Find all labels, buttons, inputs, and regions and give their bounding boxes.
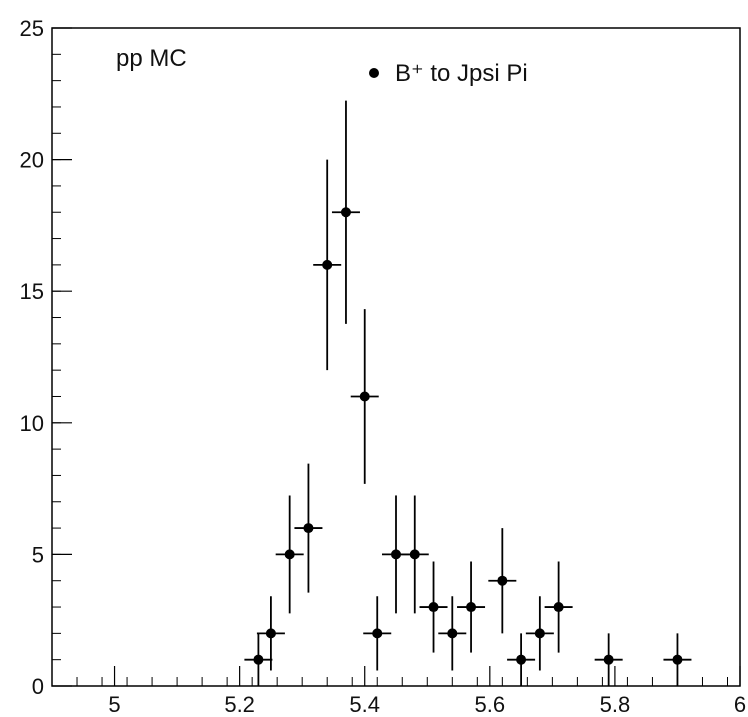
data-point <box>516 654 527 665</box>
plot-frame <box>51 27 741 687</box>
data-point <box>447 628 458 639</box>
y-tick-label: 5 <box>32 542 44 567</box>
data-point <box>391 549 401 560</box>
data-point <box>359 391 370 402</box>
y-tick-label: 10 <box>20 411 44 436</box>
y-tick-label: 15 <box>20 279 44 304</box>
data-point-group <box>438 596 467 671</box>
data-point <box>428 602 439 613</box>
data-point-group <box>544 561 573 653</box>
y-tick-label: 0 <box>32 674 44 699</box>
x-axis: 5 5.2 5.4 5.6 5.8 6 <box>108 666 746 717</box>
legend-marker-icon <box>369 68 379 78</box>
data-point <box>409 549 420 560</box>
y-axis: 0 5 10 15 20 25 <box>20 16 72 699</box>
data-point-group <box>419 561 448 653</box>
data-point-group <box>457 561 486 653</box>
x-tick-label: 5.4 <box>349 692 380 717</box>
x-tick-label: 6 <box>734 692 746 717</box>
data-point-group <box>488 528 517 634</box>
legend: B⁺ to Jpsi Pi <box>369 60 528 87</box>
x-tick-label: 5.8 <box>600 692 631 717</box>
data-point-group <box>256 596 285 671</box>
data-point <box>340 207 351 218</box>
data-point-group <box>331 100 360 324</box>
data-point-group <box>400 495 429 614</box>
data-points <box>244 100 692 686</box>
data-point-group <box>313 159 342 371</box>
x-tick-label: 5.6 <box>475 692 506 717</box>
data-point <box>322 259 333 270</box>
data-point <box>466 602 477 613</box>
annotation-pp-mc: pp MC <box>116 45 187 72</box>
data-point-group <box>275 495 304 614</box>
data-point-group <box>294 463 323 593</box>
data-point <box>303 523 314 534</box>
x-tick-label: 5 <box>108 692 120 717</box>
data-point <box>284 549 295 560</box>
y-tick-label: 25 <box>20 16 44 41</box>
data-point-group <box>525 596 554 671</box>
x-tick-label: 5.2 <box>224 692 255 717</box>
minor-ticks <box>51 27 728 687</box>
data-point <box>603 654 614 665</box>
data-point <box>553 602 564 613</box>
data-point-group <box>594 633 623 686</box>
data-point-group <box>244 633 273 686</box>
data-point <box>253 654 264 665</box>
data-point <box>372 628 383 639</box>
data-point <box>672 654 683 665</box>
data-point-group <box>363 596 392 671</box>
legend-label: B⁺ to Jpsi Pi <box>395 60 528 87</box>
y-tick-label: 20 <box>20 148 44 173</box>
data-point-group <box>507 633 536 686</box>
data-point-group <box>350 309 379 484</box>
data-point-group <box>663 633 692 686</box>
data-point <box>265 628 276 639</box>
data-point <box>497 575 508 586</box>
data-point <box>534 628 545 639</box>
